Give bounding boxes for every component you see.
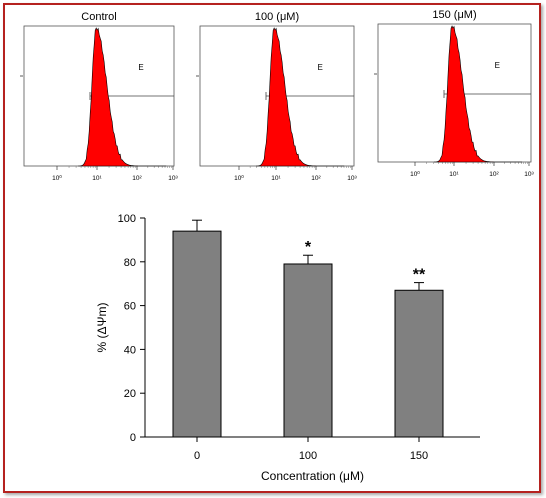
histogram-panel-1: Control E 10⁰ 10¹ 10² 10³	[20, 11, 179, 182]
histogram-panel-3: 150 (μM) E 10⁰ 10¹ 10² 10³	[374, 9, 535, 178]
x-tick-label: 150	[410, 450, 428, 462]
histogram-curve	[256, 27, 345, 167]
significance-marker: *	[305, 239, 312, 256]
y-axis-label: % (ΔΨm)	[95, 302, 109, 352]
x-tick-label: 10²	[132, 175, 142, 182]
x-tick-label: 0	[194, 450, 200, 462]
gate-label: E	[495, 61, 500, 70]
x-tick-label: 10¹	[271, 175, 281, 182]
x-tick-label: 10¹	[449, 171, 459, 178]
bar-100	[283, 263, 333, 438]
bar-150	[394, 289, 444, 438]
x-tick-label: 10⁰	[410, 170, 420, 178]
histogram-panel-2: 100 (μM) E 10⁰ 10¹ 10² 10³	[196, 11, 358, 182]
x-tick-label: 10⁰	[234, 174, 244, 182]
y-tick-label: 60	[124, 301, 136, 313]
histogram-title: Control	[81, 11, 116, 23]
y-tick-label: 20	[124, 388, 136, 400]
figure-frame	[3, 3, 541, 493]
x-tick-label: 10¹	[92, 175, 102, 182]
y-tick-label: 100	[118, 213, 136, 225]
histogram-curve	[434, 25, 523, 163]
y-tick-label: 80	[124, 257, 136, 269]
x-tick-label: 10²	[489, 171, 499, 178]
x-tick-label: 10²	[311, 175, 321, 182]
x-tick-label: 10⁰	[52, 174, 62, 182]
y-tick-label: 40	[124, 344, 136, 356]
y-tick-label: 0	[130, 432, 136, 444]
gate-label: E	[317, 63, 322, 72]
bar-0	[172, 230, 222, 438]
gate-label: E	[138, 63, 143, 72]
histogram-title: 150 (μM)	[432, 9, 476, 21]
histogram-title: 100 (μM)	[255, 11, 299, 23]
bar-chart: 0 20 40 60 80 100 0 100 * 150 ** Concentration (μM)…	[95, 213, 480, 483]
significance-marker: **	[413, 267, 426, 284]
x-axis-label: Concentration (μM)	[261, 469, 364, 483]
x-tick-label: 10³	[524, 171, 534, 178]
histogram-curve	[78, 27, 167, 167]
x-tick-label: 100	[299, 450, 317, 462]
x-tick-label: 10³	[347, 175, 357, 182]
x-tick-label: 10³	[168, 175, 178, 182]
